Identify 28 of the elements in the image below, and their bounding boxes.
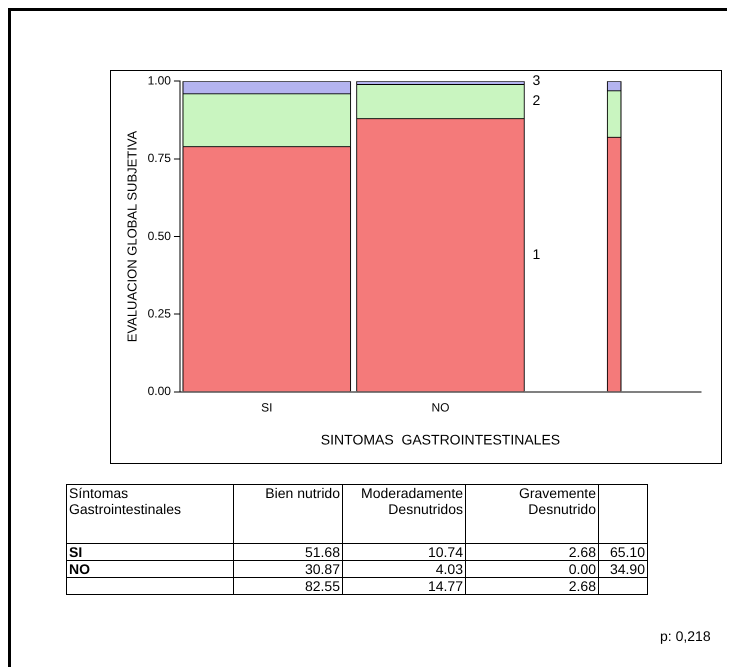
text: 0.00 (568, 561, 596, 577)
category-label: NO (69, 561, 90, 577)
text: 82.55 (304, 578, 340, 594)
category-label: Gravemente Desnutrido (466, 484, 598, 544)
y-tick-label: 0.00 (148, 384, 172, 398)
text: 4.03 (436, 561, 463, 577)
text: 65.10 (610, 544, 645, 560)
series-label: 1 (532, 246, 540, 262)
text: 34.90 (610, 561, 645, 577)
text: 14.77 (428, 578, 463, 594)
y-tick-label: 1.00 (148, 74, 172, 88)
text: 2.68 (568, 578, 596, 594)
category-label: Moderadamente Desnutridos (342, 484, 466, 544)
text: 30.87 (304, 561, 340, 577)
text: 51.68 (304, 544, 340, 560)
y-tick-label: 0.25 (148, 306, 172, 320)
text: 2.68 (568, 544, 596, 560)
y-tick-label: 0.75 (148, 151, 172, 166)
y-tick-label: 0.50 (148, 228, 172, 243)
text: 10.74 (428, 544, 463, 560)
series-label: 2 (532, 92, 540, 108)
x-axis-title: SINTOMAS GASTROINTESTINALES (320, 431, 560, 448)
y-axis-title: EVALUACION GLOBAL SUBJETIVA (124, 130, 140, 342)
text: p: 0,218 (660, 628, 711, 644)
text: Síntomas Gastrointestinales (66, 484, 234, 544)
category-label: Bien nutrido (234, 484, 342, 544)
category-label: SI (69, 544, 82, 560)
series-label: 3 (532, 72, 540, 88)
